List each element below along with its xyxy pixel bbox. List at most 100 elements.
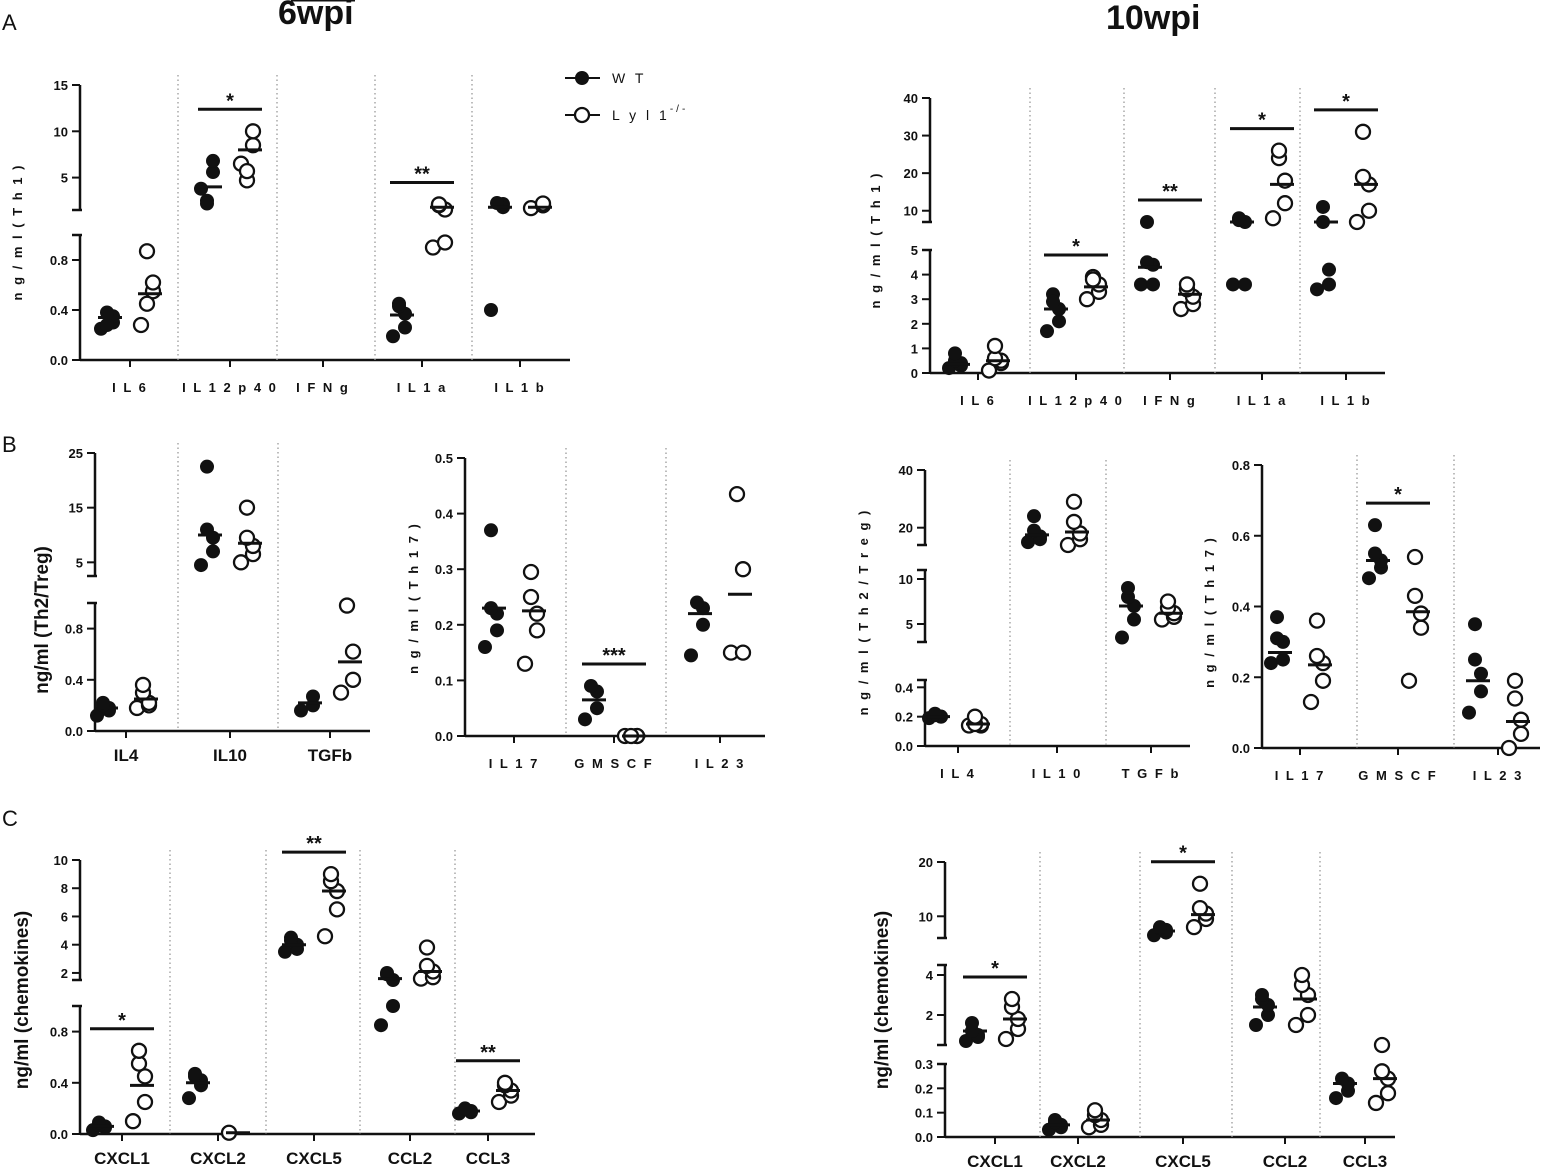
a-6wpi-wt-point — [392, 296, 406, 311]
a-10wpi-ko-point — [1348, 213, 1366, 231]
c-6wpi-wt-point — [386, 999, 400, 1013]
c-6wpi-wt-point — [188, 1066, 202, 1081]
c-10wpi-ko-point — [1185, 918, 1203, 936]
a-10wpi-ko-point — [1276, 195, 1294, 212]
b-10wpi-th17-ko-point — [1406, 587, 1424, 605]
b-10wpi-th17-wt-point — [1474, 684, 1488, 699]
b-10wpi-th17-wt-point — [1474, 666, 1488, 681]
a-10wpi-significance-label: * — [1342, 91, 1350, 113]
b-10wpi-th2-y-tick-label: 0.0 — [895, 739, 913, 754]
b-10wpi-th17-ko-point — [1412, 619, 1430, 636]
b-10wpi-th17-category-label: G M S C F — [1358, 768, 1437, 783]
a-6wpi-wt-point — [386, 329, 400, 344]
b-10wpi-th17-ko-point — [1506, 672, 1524, 689]
c-6wpi-wt-point — [380, 965, 394, 980]
c-6wpi-y-tick-label: 2 — [61, 966, 68, 981]
b-10wpi-th17-wt-point — [1362, 571, 1376, 586]
c-10wpi-ko-point — [1293, 966, 1311, 984]
a-10wpi-category-label: I L 1 2 p 4 0 — [1028, 393, 1124, 408]
b-10wpi-th17-wt-point — [1270, 631, 1284, 646]
a-6wpi-y-tick-label: 0.0 — [50, 353, 68, 368]
a-6wpi-y-tick-label: 5 — [61, 171, 68, 186]
a-6wpi-ko-point — [430, 196, 448, 213]
c-10wpi-category-label: CCL2 — [1263, 1152, 1307, 1171]
b-6wpi-th2-y-tick-label: 5 — [76, 555, 83, 570]
b-6wpi-th17-ko-point — [734, 644, 752, 661]
c-10wpi-wt-point — [965, 1016, 979, 1030]
b-10wpi-th2-wt-point — [1027, 509, 1041, 524]
c-10wpi-wt-point — [1261, 1008, 1275, 1022]
b-10wpi-th2-y-axis-label: n g / m l ( T h 2 / T r e g ) — [856, 509, 871, 716]
b-6wpi-th2-ko-point — [344, 671, 362, 688]
c-10wpi-wt-point — [1329, 1091, 1343, 1106]
c-6wpi-wt-point — [374, 1018, 388, 1033]
c-10wpi-ko-point — [1299, 1006, 1317, 1024]
header-6wpi: 6wpi — [278, 0, 354, 32]
b-10wpi-th17-wt-point — [1468, 652, 1482, 667]
b-10wpi-th2-y-tick-label: 5 — [906, 617, 913, 632]
a-10wpi-y-tick-label: 3 — [911, 292, 918, 307]
a-10wpi-ko-point — [1078, 291, 1096, 308]
a-6wpi-ko-point — [238, 162, 256, 180]
legend-ko-label: L y l 1-/- — [612, 104, 688, 123]
a-10wpi-ko-point — [1354, 168, 1372, 186]
b-6wpi-th17-wt-point — [478, 640, 492, 655]
b-6wpi-th2-ko-point — [238, 499, 256, 516]
b-10wpi-th17-ko-point — [1406, 548, 1424, 566]
c-10wpi-y-tick-label: 4 — [926, 968, 934, 983]
b-10wpi-th2-wt-point — [1127, 612, 1141, 627]
b-6wpi-th2-wt-point — [200, 459, 214, 474]
c-6wpi-category-label: CXCL1 — [94, 1149, 150, 1168]
c-6wpi-wt-point — [458, 1101, 472, 1116]
b-6wpi-th2-ko-point — [344, 643, 362, 660]
b-10wpi-th2-y-tick-label: 40 — [899, 463, 913, 478]
c-6wpi-ko-point — [136, 1068, 154, 1085]
c-10wpi-ko-point — [1287, 1016, 1305, 1034]
b-6wpi-th17-wt-point — [690, 595, 704, 610]
b-10wpi-th17-ko-point — [1302, 693, 1320, 711]
b-10wpi-th2-wt-point — [1121, 581, 1135, 595]
c-6wpi-ko-point — [124, 1113, 142, 1130]
a-6wpi-y-tick-label: 0.8 — [50, 253, 68, 268]
b-6wpi-th2-category-label: TGFb — [308, 746, 352, 765]
b-6wpi-th2-wt-point — [200, 522, 214, 537]
c-6wpi-category-label: CXCL2 — [190, 1149, 246, 1168]
b-10wpi-th2-category-label: I L 1 0 — [1032, 766, 1083, 781]
b-10wpi-th17-wt-point — [1276, 652, 1290, 667]
a-6wpi-significance-label: * — [226, 90, 234, 112]
b-10wpi-th2-category-label: I L 4 — [940, 766, 976, 781]
a-10wpi-category-label: I L 6 — [960, 393, 996, 408]
c-6wpi-category-label: CCL2 — [388, 1149, 432, 1168]
a-6wpi-y-tick-label: 0.4 — [50, 303, 69, 318]
c-10wpi-ko-point — [1191, 875, 1209, 892]
b-6wpi-th17-significance-label: *** — [602, 645, 626, 667]
a-10wpi-ko-point — [1264, 210, 1282, 227]
b-10wpi-th2-wt-point — [928, 706, 942, 721]
a-10wpi-wt-point — [1226, 277, 1240, 292]
a-10wpi-y-tick-label: 2 — [911, 317, 918, 332]
legend-ko-name: L y l 1 — [612, 107, 670, 123]
a-10wpi-ko-point — [1084, 271, 1102, 288]
b-10wpi-th17-y-tick-label: 0.2 — [1232, 670, 1250, 685]
c-10wpi-ko-point — [1003, 990, 1021, 1008]
b-10wpi-th17-y-tick-label: 0.4 — [1232, 600, 1251, 615]
c-6wpi-y-tick-label: 4 — [61, 938, 69, 953]
a-10wpi-wt-point — [1310, 282, 1324, 297]
b-10wpi-th17-wt-point — [1264, 656, 1278, 671]
c-10wpi-y-tick-label: 20 — [919, 855, 933, 870]
c-10wpi-y-tick-label: 0.1 — [915, 1106, 933, 1121]
legend-wt-marker — [575, 71, 589, 85]
b-10wpi-th2-y-tick-label: 20 — [899, 521, 913, 536]
a-10wpi-y-axis-label: n g / m l ( T h 1 ) — [868, 172, 883, 309]
c-10wpi-y-tick-label: 10 — [919, 909, 933, 924]
a-10wpi-category-label: I F N g — [1143, 393, 1197, 408]
a-10wpi-y-tick-label: 0 — [911, 366, 918, 381]
b-10wpi-th17-category-label: I L 2 3 — [1473, 768, 1524, 783]
c-10wpi-ko-point — [1373, 1063, 1391, 1080]
a-6wpi-y-tick-label: 15 — [54, 78, 68, 93]
b-10wpi-th2-ko-point — [966, 708, 984, 725]
a-6wpi-ko-point — [144, 274, 162, 291]
b-10wpi-th17-wt-point — [1368, 518, 1382, 533]
b-6wpi-th17-y-tick-label: 0.3 — [435, 562, 453, 577]
c-6wpi-significance-label: * — [118, 1010, 126, 1032]
